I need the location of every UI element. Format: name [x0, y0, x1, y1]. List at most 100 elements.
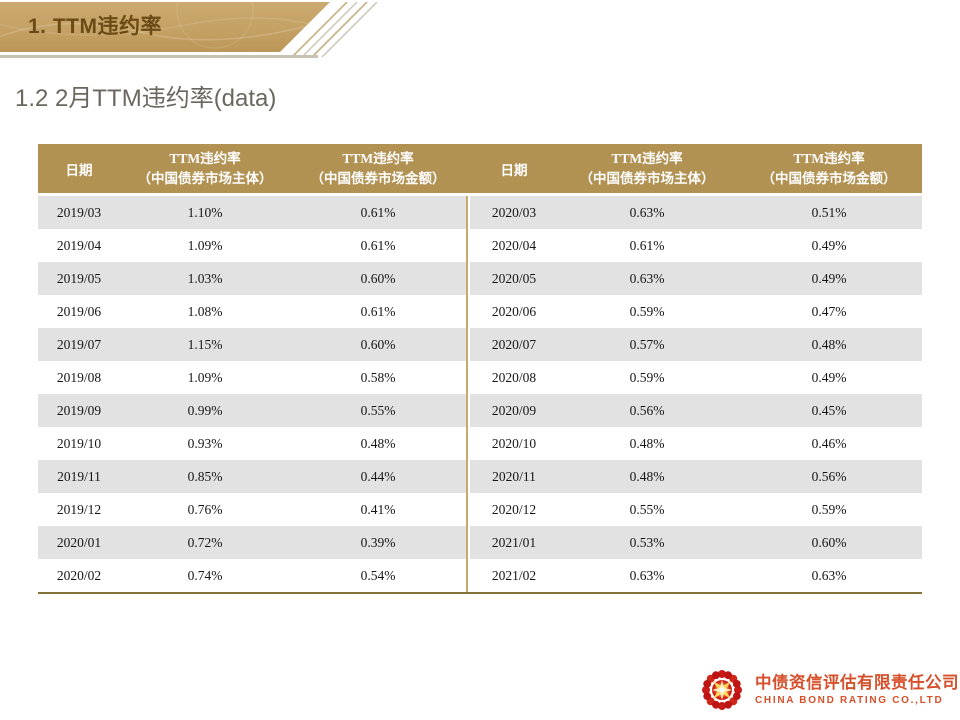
- date-cell: 2020/05: [491, 270, 537, 286]
- amount-rate-cell: 0.54%: [360, 567, 396, 583]
- table-row: 2020/04 0.61% 0.49%: [470, 229, 922, 262]
- rates-table-right: 日期 TTM违约率 （中国债券市场主体） TTM违约率 （中国债券市场金额） 2…: [470, 144, 922, 592]
- amount-rate-cell: 0.41%: [360, 501, 396, 517]
- entity-rate-cell: 1.09%: [187, 369, 223, 385]
- header-date: 日期: [38, 144, 120, 195]
- date-cell: 2019/10: [56, 435, 102, 451]
- entity-rate-cell: 0.61%: [629, 237, 665, 253]
- banner-underline: [0, 55, 318, 58]
- date-cell: 2020/02: [56, 567, 102, 583]
- date-cell: 2019/12: [56, 501, 102, 517]
- entity-rate-cell: 0.85%: [187, 468, 223, 484]
- amount-rate-cell: 0.56%: [811, 468, 847, 484]
- header-date: 日期: [470, 144, 558, 195]
- section-title: 1. TTM违约率: [28, 15, 162, 38]
- date-cell: 2020/07: [491, 336, 537, 352]
- date-cell: 2019/07: [56, 336, 102, 352]
- table-row: 2019/12 0.76% 0.41%: [38, 493, 466, 526]
- entity-rate-cell: 0.53%: [629, 534, 665, 550]
- table-row: 2020/05 0.63% 0.49%: [470, 262, 922, 295]
- amount-rate-cell: 0.61%: [360, 303, 396, 319]
- table-row: 2020/01 0.72% 0.39%: [38, 526, 466, 559]
- entity-rate-cell: 0.59%: [629, 369, 665, 385]
- ttm-rates-table: 日期 TTM违约率 （中国债券市场主体） TTM违约率 （中国债券市场金额） 2…: [38, 144, 922, 594]
- header-amount-rate-line2: （中国债券市场金额）: [310, 170, 446, 186]
- header-entity-rate: TTM违约率 （中国债券市场主体）: [120, 144, 290, 195]
- table-row: 2019/06 1.08% 0.61%: [38, 295, 466, 328]
- table-header-right: 日期 TTM违约率 （中国债券市场主体） TTM违约率 （中国债券市场金额）: [470, 144, 922, 195]
- table-row: 2020/10 0.48% 0.46%: [470, 427, 922, 460]
- section-banner: 1. TTM违约率: [0, 2, 378, 58]
- table-body-right: 2020/03 0.63% 0.51% 2020/04 0.61% 0.49% 2020/0…: [470, 193, 922, 593]
- header-amount-rate-line1: TTM违约率: [342, 150, 414, 166]
- entity-rate-cell: 0.63%: [629, 567, 665, 583]
- date-cell: 2020/01: [56, 534, 102, 550]
- entity-rate-cell: 1.08%: [187, 303, 223, 319]
- entity-rate-cell: 1.03%: [187, 270, 223, 286]
- amount-rate-cell: 0.60%: [360, 270, 396, 286]
- header-amount-rate-line1: TTM违约率: [793, 150, 865, 166]
- date-cell: 2020/04: [491, 237, 537, 253]
- company-logo: 中债资信评估有限责任公司 CHINA BOND RATING CO.,LTD: [698, 666, 959, 714]
- header-gap-cover: [462, 144, 472, 193]
- date-cell: 2019/09: [56, 402, 102, 418]
- table-row: 2019/03 1.10% 0.61%: [38, 193, 466, 229]
- table-row: 2021/01 0.53% 0.60%: [470, 526, 922, 559]
- table-body-left: 2019/03 1.10% 0.61% 2019/04 1.09% 0.61% 2019/0…: [38, 193, 466, 593]
- entity-rate-cell: 0.76%: [187, 501, 223, 517]
- amount-rate-cell: 0.48%: [811, 336, 847, 352]
- table-row: 2020/02 0.74% 0.54%: [38, 559, 466, 592]
- entity-rate-cell: 0.63%: [629, 270, 665, 286]
- header-entity-rate-line1: TTM违约率: [169, 150, 241, 166]
- amount-rate-cell: 0.44%: [360, 468, 396, 484]
- table-row: 2020/11 0.48% 0.56%: [470, 460, 922, 493]
- amount-rate-cell: 0.61%: [360, 237, 396, 253]
- date-cell: 2021/01: [491, 534, 537, 550]
- amount-rate-cell: 0.49%: [811, 237, 847, 253]
- amount-rate-cell: 0.61%: [290, 193, 466, 229]
- table-row: 2019/05 1.03% 0.60%: [38, 262, 466, 295]
- date-cell: 2019/06: [56, 303, 102, 319]
- date-cell: 2019/03: [38, 193, 120, 229]
- entity-rate-cell: 0.99%: [187, 402, 223, 418]
- section-banner-background: [0, 2, 330, 52]
- table-row: 2019/07 1.15% 0.60%: [38, 328, 466, 361]
- entity-rate-cell: 1.09%: [187, 237, 223, 253]
- table-row: 2020/08 0.59% 0.49%: [470, 361, 922, 394]
- table-row: 2019/04 1.09% 0.61%: [38, 229, 466, 262]
- company-name: 中债资信评估有限责任公司 CHINA BOND RATING CO.,LTD: [755, 674, 959, 706]
- entity-rate-cell: 0.56%: [629, 402, 665, 418]
- date-cell: 2020/10: [491, 435, 537, 451]
- amount-rate-cell: 0.58%: [360, 369, 396, 385]
- entity-rate-cell: 0.48%: [629, 468, 665, 484]
- amount-rate-cell: 0.63%: [811, 567, 847, 583]
- header-amount-rate-line2: （中国债券市场金额）: [761, 170, 897, 186]
- amount-rate-cell: 0.55%: [360, 402, 396, 418]
- table-row: 2020/07 0.57% 0.48%: [470, 328, 922, 361]
- table-header-left: 日期 TTM违约率 （中国债券市场主体） TTM违约率 （中国债券市场金额）: [38, 144, 466, 195]
- header-amount-rate: TTM违约率 （中国债券市场金额）: [290, 144, 466, 195]
- amount-rate-cell: 0.48%: [360, 435, 396, 451]
- entity-rate-cell: 0.63%: [558, 193, 736, 229]
- entity-rate-cell: 0.74%: [187, 567, 223, 583]
- company-name-cn: 中债资信评估有限责任公司: [755, 674, 959, 693]
- amount-rate-cell: 0.46%: [811, 435, 847, 451]
- entity-rate-cell: 0.72%: [187, 534, 223, 550]
- slide-subtitle: 1.2 2月TTM违约率(data): [15, 85, 277, 112]
- banner-diagonal-stripes-decoration: [291, 2, 378, 58]
- company-name-en: CHINA BOND RATING CO.,LTD: [755, 694, 944, 706]
- date-cell: 2020/11: [492, 468, 536, 484]
- date-cell: 2021/02: [491, 567, 537, 583]
- entity-rate-cell: 0.59%: [629, 303, 665, 319]
- date-cell: 2020/03: [470, 193, 558, 229]
- entity-rate-cell: 1.10%: [120, 193, 290, 229]
- table-row: 2019/10 0.93% 0.48%: [38, 427, 466, 460]
- entity-rate-cell: 0.93%: [187, 435, 223, 451]
- header-entity-rate-line2: （中国债券市场主体）: [579, 170, 715, 186]
- date-cell: 2020/09: [491, 402, 537, 418]
- table-row: 2020/06 0.59% 0.47%: [470, 295, 922, 328]
- table-vertical-divider: [466, 196, 468, 592]
- table-row: 2020/09 0.56% 0.45%: [470, 394, 922, 427]
- date-cell: 2019/05: [56, 270, 102, 286]
- table-row: 2019/08 1.09% 0.58%: [38, 361, 466, 394]
